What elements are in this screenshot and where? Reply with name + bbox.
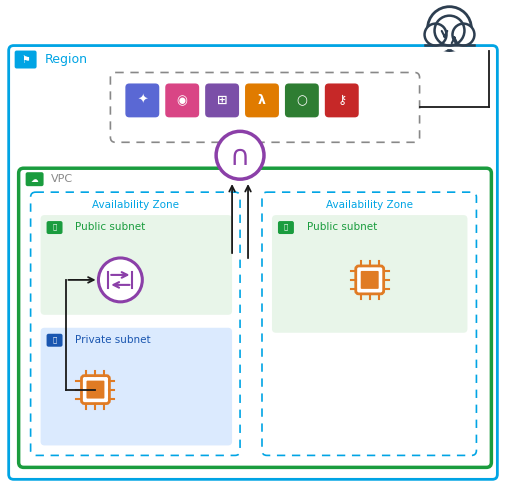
Text: ⊞: ⊞ xyxy=(217,94,227,107)
FancyBboxPatch shape xyxy=(356,266,383,294)
Text: λ: λ xyxy=(258,94,266,107)
FancyBboxPatch shape xyxy=(205,83,239,117)
Circle shape xyxy=(425,24,446,45)
FancyBboxPatch shape xyxy=(285,83,319,117)
FancyBboxPatch shape xyxy=(41,215,232,315)
Circle shape xyxy=(452,24,475,45)
Text: ◉: ◉ xyxy=(177,94,188,107)
FancyBboxPatch shape xyxy=(46,221,63,234)
Text: ✦: ✦ xyxy=(137,94,147,107)
Text: ⚑: ⚑ xyxy=(21,55,30,65)
FancyBboxPatch shape xyxy=(272,215,467,333)
Text: ∩: ∩ xyxy=(230,143,250,171)
Text: 🔒: 🔒 xyxy=(53,336,57,343)
FancyBboxPatch shape xyxy=(325,83,359,117)
FancyBboxPatch shape xyxy=(278,221,294,234)
FancyBboxPatch shape xyxy=(126,83,159,117)
Circle shape xyxy=(98,258,142,302)
Text: ○: ○ xyxy=(296,94,307,107)
Text: VPC: VPC xyxy=(51,174,73,184)
Text: ⚷: ⚷ xyxy=(337,94,346,107)
Text: Public subnet: Public subnet xyxy=(307,222,377,232)
Circle shape xyxy=(435,16,464,45)
Text: Availability Zone: Availability Zone xyxy=(92,200,179,210)
Circle shape xyxy=(216,131,264,179)
Text: 🔒: 🔒 xyxy=(284,224,288,230)
FancyBboxPatch shape xyxy=(361,271,379,289)
Text: Public subnet: Public subnet xyxy=(76,222,146,232)
FancyBboxPatch shape xyxy=(86,381,104,398)
Text: 🔒: 🔒 xyxy=(53,224,57,230)
Text: ☁: ☁ xyxy=(31,175,39,184)
FancyBboxPatch shape xyxy=(26,172,44,186)
FancyBboxPatch shape xyxy=(46,334,63,347)
Text: Private subnet: Private subnet xyxy=(76,335,151,345)
FancyBboxPatch shape xyxy=(15,51,36,69)
FancyBboxPatch shape xyxy=(81,376,109,404)
Circle shape xyxy=(432,34,451,52)
Circle shape xyxy=(449,34,466,52)
FancyBboxPatch shape xyxy=(165,83,199,117)
FancyBboxPatch shape xyxy=(245,83,279,117)
Text: Region: Region xyxy=(45,53,88,66)
FancyBboxPatch shape xyxy=(41,328,232,446)
Text: Availability Zone: Availability Zone xyxy=(326,200,413,210)
Circle shape xyxy=(428,7,472,51)
